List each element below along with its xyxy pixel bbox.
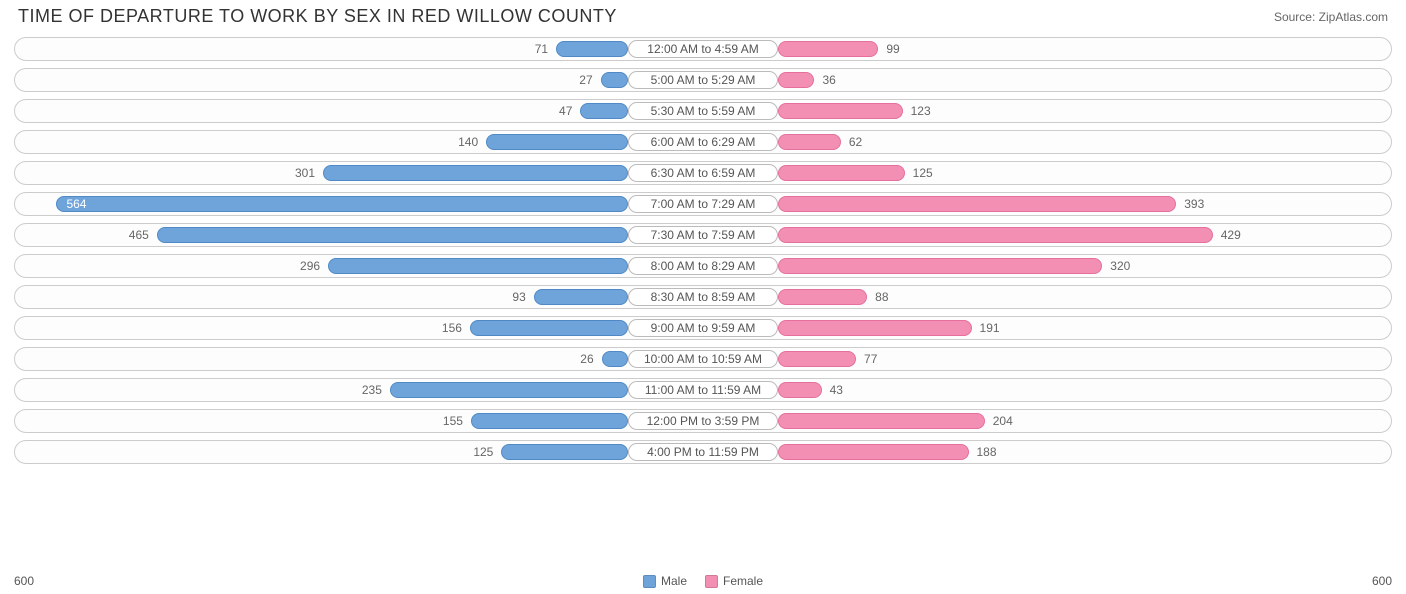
row-time-label: 4:00 PM to 11:59 PM bbox=[628, 443, 778, 461]
legend-label-female: Female bbox=[723, 574, 763, 588]
female-value: 191 bbox=[980, 321, 1000, 335]
female-value: 43 bbox=[830, 383, 843, 397]
female-value: 188 bbox=[977, 445, 997, 459]
male-bar bbox=[390, 382, 628, 398]
male-value: 26 bbox=[580, 352, 593, 366]
female-bar bbox=[778, 413, 985, 429]
chart-row: 296 320 8:00 AM to 8:29 AM bbox=[14, 254, 1392, 278]
male-value: 125 bbox=[473, 445, 493, 459]
chart-row: 47 123 5:30 AM to 5:59 AM bbox=[14, 99, 1392, 123]
male-value: 47 bbox=[559, 104, 572, 118]
male-bar bbox=[501, 444, 628, 460]
chart-row: 26 77 10:00 AM to 10:59 AM bbox=[14, 347, 1392, 371]
chart-row: 465 429 7:30 AM to 7:59 AM bbox=[14, 223, 1392, 247]
female-value: 123 bbox=[911, 104, 931, 118]
female-bar bbox=[778, 134, 841, 150]
male-value: 301 bbox=[295, 166, 315, 180]
female-value: 36 bbox=[822, 73, 835, 87]
chart-row: 125 188 4:00 PM to 11:59 PM bbox=[14, 440, 1392, 464]
male-bar bbox=[580, 103, 628, 119]
female-bar bbox=[778, 41, 878, 57]
chart-row: 301 125 6:30 AM to 6:59 AM bbox=[14, 161, 1392, 185]
chart-footer: 600 Male Female 600 bbox=[14, 574, 1392, 588]
chart-row: 140 62 6:00 AM to 6:29 AM bbox=[14, 130, 1392, 154]
male-bar bbox=[602, 351, 628, 367]
male-value: 296 bbox=[300, 259, 320, 273]
male-bar bbox=[56, 196, 628, 212]
male-value: 156 bbox=[442, 321, 462, 335]
row-time-label: 6:30 AM to 6:59 AM bbox=[628, 164, 778, 182]
female-value: 429 bbox=[1221, 228, 1241, 242]
female-value: 62 bbox=[849, 135, 862, 149]
male-swatch-icon bbox=[643, 575, 656, 588]
male-value: 155 bbox=[443, 414, 463, 428]
row-time-label: 7:30 AM to 7:59 AM bbox=[628, 226, 778, 244]
chart-row: 235 43 11:00 AM to 11:59 AM bbox=[14, 378, 1392, 402]
male-value: 71 bbox=[535, 42, 548, 56]
chart-row: 155 204 12:00 PM to 3:59 PM bbox=[14, 409, 1392, 433]
male-value: 465 bbox=[129, 228, 149, 242]
female-bar bbox=[778, 258, 1102, 274]
axis-label-right: 600 bbox=[1372, 574, 1392, 588]
male-bar bbox=[323, 165, 628, 181]
male-bar bbox=[157, 227, 628, 243]
male-value: 140 bbox=[458, 135, 478, 149]
female-value: 77 bbox=[864, 352, 877, 366]
row-time-label: 11:00 AM to 11:59 AM bbox=[628, 381, 778, 399]
row-time-label: 12:00 PM to 3:59 PM bbox=[628, 412, 778, 430]
male-value: 235 bbox=[362, 383, 382, 397]
chart-row: 71 99 12:00 AM to 4:59 AM bbox=[14, 37, 1392, 61]
legend: Male Female bbox=[643, 574, 763, 588]
chart-row: 27 36 5:00 AM to 5:29 AM bbox=[14, 68, 1392, 92]
female-bar bbox=[778, 444, 969, 460]
female-value: 125 bbox=[913, 166, 933, 180]
chart-area: 71 99 12:00 AM to 4:59 AM 27 36 5:00 AM to 5:… bbox=[0, 31, 1406, 464]
male-value: 93 bbox=[512, 290, 525, 304]
chart-header: TIME OF DEPARTURE TO WORK BY SEX IN RED … bbox=[0, 0, 1406, 31]
chart-row: 156 191 9:00 AM to 9:59 AM bbox=[14, 316, 1392, 340]
row-time-label: 8:00 AM to 8:29 AM bbox=[628, 257, 778, 275]
male-bar bbox=[601, 72, 628, 88]
chart-source: Source: ZipAtlas.com bbox=[1274, 10, 1388, 24]
female-bar bbox=[778, 165, 905, 181]
female-value: 393 bbox=[1184, 197, 1204, 211]
legend-item-female: Female bbox=[705, 574, 763, 588]
axis-label-left: 600 bbox=[14, 574, 34, 588]
female-value: 320 bbox=[1110, 259, 1130, 273]
legend-label-male: Male bbox=[661, 574, 687, 588]
male-bar bbox=[556, 41, 628, 57]
row-time-label: 9:00 AM to 9:59 AM bbox=[628, 319, 778, 337]
row-time-label: 12:00 AM to 4:59 AM bbox=[628, 40, 778, 58]
female-bar bbox=[778, 351, 856, 367]
chart-title: TIME OF DEPARTURE TO WORK BY SEX IN RED … bbox=[18, 6, 617, 27]
row-time-label: 10:00 AM to 10:59 AM bbox=[628, 350, 778, 368]
male-bar bbox=[328, 258, 628, 274]
row-time-label: 5:00 AM to 5:29 AM bbox=[628, 71, 778, 89]
chart-row: 93 88 8:30 AM to 8:59 AM bbox=[14, 285, 1392, 309]
female-bar bbox=[778, 320, 972, 336]
legend-item-male: Male bbox=[643, 574, 687, 588]
female-swatch-icon bbox=[705, 575, 718, 588]
male-bar bbox=[534, 289, 628, 305]
row-time-label: 6:00 AM to 6:29 AM bbox=[628, 133, 778, 151]
female-value: 99 bbox=[886, 42, 899, 56]
male-value: 564 bbox=[66, 197, 86, 211]
female-bar bbox=[778, 196, 1176, 212]
female-bar bbox=[778, 227, 1213, 243]
male-bar bbox=[486, 134, 628, 150]
male-value: 27 bbox=[579, 73, 592, 87]
row-time-label: 7:00 AM to 7:29 AM bbox=[628, 195, 778, 213]
female-bar bbox=[778, 72, 814, 88]
row-time-label: 8:30 AM to 8:59 AM bbox=[628, 288, 778, 306]
male-bar bbox=[471, 413, 628, 429]
female-bar bbox=[778, 382, 822, 398]
female-bar bbox=[778, 289, 867, 305]
female-value: 204 bbox=[993, 414, 1013, 428]
male-bar bbox=[470, 320, 628, 336]
female-value: 88 bbox=[875, 290, 888, 304]
female-bar bbox=[778, 103, 903, 119]
chart-row: 564 393 7:00 AM to 7:29 AM bbox=[14, 192, 1392, 216]
row-time-label: 5:30 AM to 5:59 AM bbox=[628, 102, 778, 120]
